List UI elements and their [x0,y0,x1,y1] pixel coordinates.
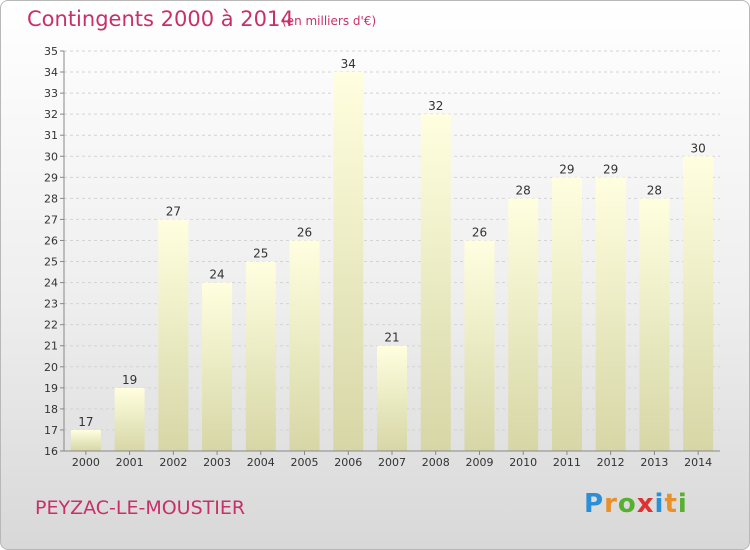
x-tick-label: 2008 [422,456,450,469]
x-tick-label: 2011 [553,456,581,469]
y-tick-label: 17 [44,424,58,437]
y-tick-label: 33 [44,87,58,100]
y-tick-label: 35 [44,45,58,58]
logo-letter: o [617,489,637,519]
data-label: 24 [209,268,224,282]
bar [683,156,714,451]
x-tick-label: 2010 [509,456,537,469]
logo-letter: r [604,489,618,519]
x-tick-label: 2003 [203,456,231,469]
x-tick-label: 2001 [116,456,144,469]
logo-letter: P [584,489,605,519]
bar [508,198,539,451]
data-label: 21 [384,331,399,345]
x-tick-label: 2004 [247,456,275,469]
bar [158,219,189,451]
data-label: 28 [647,183,662,197]
x-tick-label: 2000 [72,456,100,469]
logo-letter: i [654,489,665,519]
data-label: 29 [603,162,618,176]
x-tick-label: 2009 [465,456,493,469]
y-tick-label: 18 [44,403,58,416]
data-label: 19 [122,373,137,387]
y-tick-label: 20 [44,361,58,374]
x-tick-label: 2007 [378,456,406,469]
y-tick-label: 24 [44,277,58,290]
bar [114,387,145,451]
chart-title: Contingents 2000 à 2014 [27,7,294,31]
data-label: 25 [253,247,268,261]
axes-group: 16 17 18 19 20 21 22 23 24 25 26 27 28 29 30 31 32 33 34 35… [44,45,720,469]
y-tick-label: 21 [44,340,58,353]
bar [639,198,670,451]
logo-letter: x [636,489,655,519]
x-tick-label: 2014 [684,456,712,469]
data-label: 26 [297,225,312,239]
x-tick-label: 2002 [159,456,187,469]
y-tick-label: 16 [44,445,58,458]
bar [202,282,233,451]
x-tick-label: 2006 [334,456,362,469]
proxiti-logo: Proxiti [584,489,688,519]
x-tick-label: 2013 [640,456,668,469]
bar [245,261,276,451]
bars-group [70,72,714,451]
data-label: 32 [428,99,443,113]
x-tick-label: 2012 [597,456,625,469]
y-tick-label: 31 [44,129,58,142]
bar [420,114,451,451]
y-tick-label: 25 [44,256,58,269]
bar [70,429,101,451]
y-tick-label: 26 [44,234,58,247]
bar [377,345,407,451]
logo-letter: t [664,489,678,519]
y-tick-label: 19 [44,382,58,395]
data-label: 17 [78,415,93,429]
data-label: 30 [690,141,705,155]
data-label: 28 [516,183,531,197]
chart-subtitle: (en milliers d'€) [282,14,377,28]
y-tick-label: 22 [44,319,58,332]
commune-name: PEYZAC-LE-MOUSTIER [35,497,246,519]
y-tick-label: 32 [44,108,58,121]
bar [595,177,626,451]
data-label: 27 [166,204,181,218]
data-label: 34 [341,57,356,71]
logo-letter: i [677,489,688,519]
labels-group: 17 19 27 24 25 26 34 21 32 26 28 29 29 28 30 [78,57,706,429]
y-tick-label: 28 [44,192,58,205]
x-tick-label: 2005 [291,456,319,469]
y-tick-label: 27 [44,213,58,226]
y-tick-label: 34 [44,66,58,79]
y-tick-label: 29 [44,171,58,184]
y-tick-label: 30 [44,150,58,163]
bar [464,240,495,451]
bar [333,72,364,451]
bar [289,240,320,451]
data-label: 26 [472,225,487,239]
bar [551,177,582,451]
y-tick-label: 23 [44,298,58,311]
data-label: 29 [559,162,574,176]
